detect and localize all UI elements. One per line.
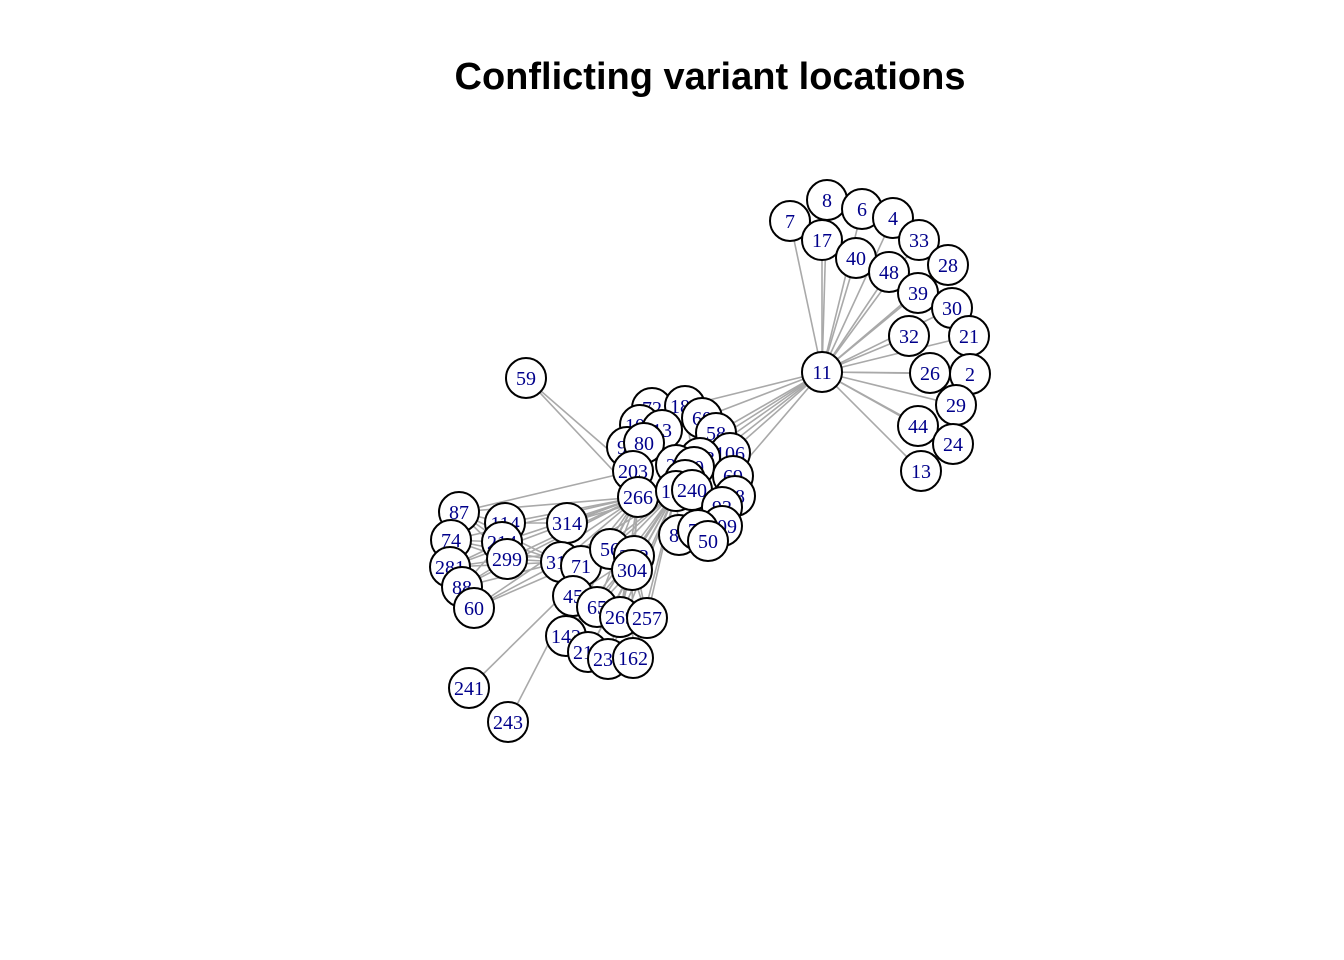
edge-11-13 — [821, 371, 922, 472]
node-circle — [900, 450, 942, 492]
node-circle — [453, 587, 495, 629]
node-label: 4 — [888, 208, 898, 230]
node-label: 50 — [698, 531, 718, 553]
edge-11-60b — [701, 371, 823, 419]
edge-11-30 — [821, 307, 953, 373]
node-243[interactable]: 243 — [487, 701, 529, 743]
node-304[interactable]: 304 — [611, 549, 653, 591]
node-257[interactable]: 257 — [626, 597, 668, 639]
node-circle — [611, 549, 653, 591]
edge-11-6 — [821, 208, 863, 373]
edge-11-21 — [821, 335, 970, 373]
node-label: 28 — [938, 255, 958, 277]
node-8[interactable]: 8 — [806, 179, 848, 221]
node-11[interactable]: 11 — [801, 351, 843, 393]
node-33[interactable]: 33 — [898, 219, 940, 261]
node-59[interactable]: 59 — [505, 357, 547, 399]
edge-11-29 — [821, 371, 957, 406]
node-label: 21 — [959, 326, 979, 348]
node-label: 40 — [846, 248, 866, 270]
node-circle — [687, 520, 729, 562]
edge-243-45 — [507, 595, 574, 723]
node-60[interactable]: 60 — [453, 587, 495, 629]
node-label: 30 — [942, 298, 962, 320]
node-label: 11 — [812, 362, 831, 384]
node-13[interactable]: 13 — [900, 450, 942, 492]
node-44[interactable]: 44 — [897, 405, 939, 447]
node-circle — [612, 637, 654, 679]
node-label: 266 — [623, 487, 653, 509]
node-circle — [505, 357, 547, 399]
node-17[interactable]: 17 — [801, 219, 843, 261]
node-24[interactable]: 24 — [932, 423, 974, 465]
node-label: 24 — [943, 434, 963, 456]
node-label: 304 — [617, 560, 647, 582]
node-label: 26 — [920, 363, 940, 385]
node-50[interactable]: 50 — [687, 520, 729, 562]
node-label: 314 — [552, 513, 582, 535]
node-circle — [801, 351, 843, 393]
node-21[interactable]: 21 — [948, 315, 990, 357]
node-circle — [486, 538, 528, 580]
node-label: 2 — [965, 364, 975, 386]
node-label: 257 — [632, 608, 662, 630]
node-26[interactable]: 26 — [909, 352, 951, 394]
edge-11-7 — [789, 220, 823, 373]
edge-74-266 — [450, 496, 639, 541]
graph-title: Conflicting variant locations — [454, 56, 966, 98]
node-label: 60 — [464, 598, 484, 620]
node-label: 59 — [516, 368, 536, 390]
node-circle — [932, 423, 974, 465]
node-29[interactable]: 29 — [935, 384, 977, 426]
node-circle — [801, 219, 843, 261]
node-circle — [626, 597, 668, 639]
node-266[interactable]: 266 — [617, 476, 659, 518]
node-241[interactable]: 241 — [448, 667, 490, 709]
node-314[interactable]: 314 — [546, 502, 588, 544]
node-label: 33 — [909, 230, 929, 252]
node-label: 6 — [857, 199, 867, 221]
node-circle — [487, 701, 529, 743]
node-circle — [769, 200, 811, 242]
node-circle — [888, 315, 930, 357]
node-label: 7 — [785, 211, 795, 233]
node-label: 13 — [911, 461, 931, 483]
node-label: 32 — [899, 326, 919, 348]
node-label: 8 — [822, 190, 832, 212]
node-28[interactable]: 28 — [927, 244, 969, 286]
node-label: 241 — [454, 678, 484, 700]
node-label: 44 — [908, 416, 928, 438]
node-label: 87 — [449, 502, 469, 524]
node-299[interactable]: 299 — [486, 538, 528, 580]
node-39[interactable]: 39 — [897, 272, 939, 314]
node-label: 240 — [677, 480, 707, 502]
edge-87-266 — [458, 496, 639, 513]
node-circle — [448, 667, 490, 709]
node-label: 162 — [618, 648, 648, 670]
node-48[interactable]: 48 — [868, 251, 910, 293]
node-circle — [927, 244, 969, 286]
edge-11-4 — [821, 217, 894, 373]
edge-87-203 — [458, 470, 634, 513]
node-layer: 1178641740483328393021322622944241359721… — [429, 179, 991, 743]
node-label: 39 — [908, 283, 928, 305]
node-label: 243 — [493, 712, 523, 734]
node-circle — [897, 405, 939, 447]
node-label: 71 — [571, 556, 591, 578]
node-label: 80 — [634, 433, 654, 455]
node-label: 29 — [946, 395, 966, 417]
node-circle — [868, 251, 910, 293]
node-162[interactable]: 162 — [612, 637, 654, 679]
node-label: 48 — [879, 262, 899, 284]
node-label: 299 — [492, 549, 522, 571]
node-circle — [898, 219, 940, 261]
node-7[interactable]: 7 — [769, 200, 811, 242]
node-label: 17 — [812, 230, 832, 252]
node-32[interactable]: 32 — [888, 315, 930, 357]
